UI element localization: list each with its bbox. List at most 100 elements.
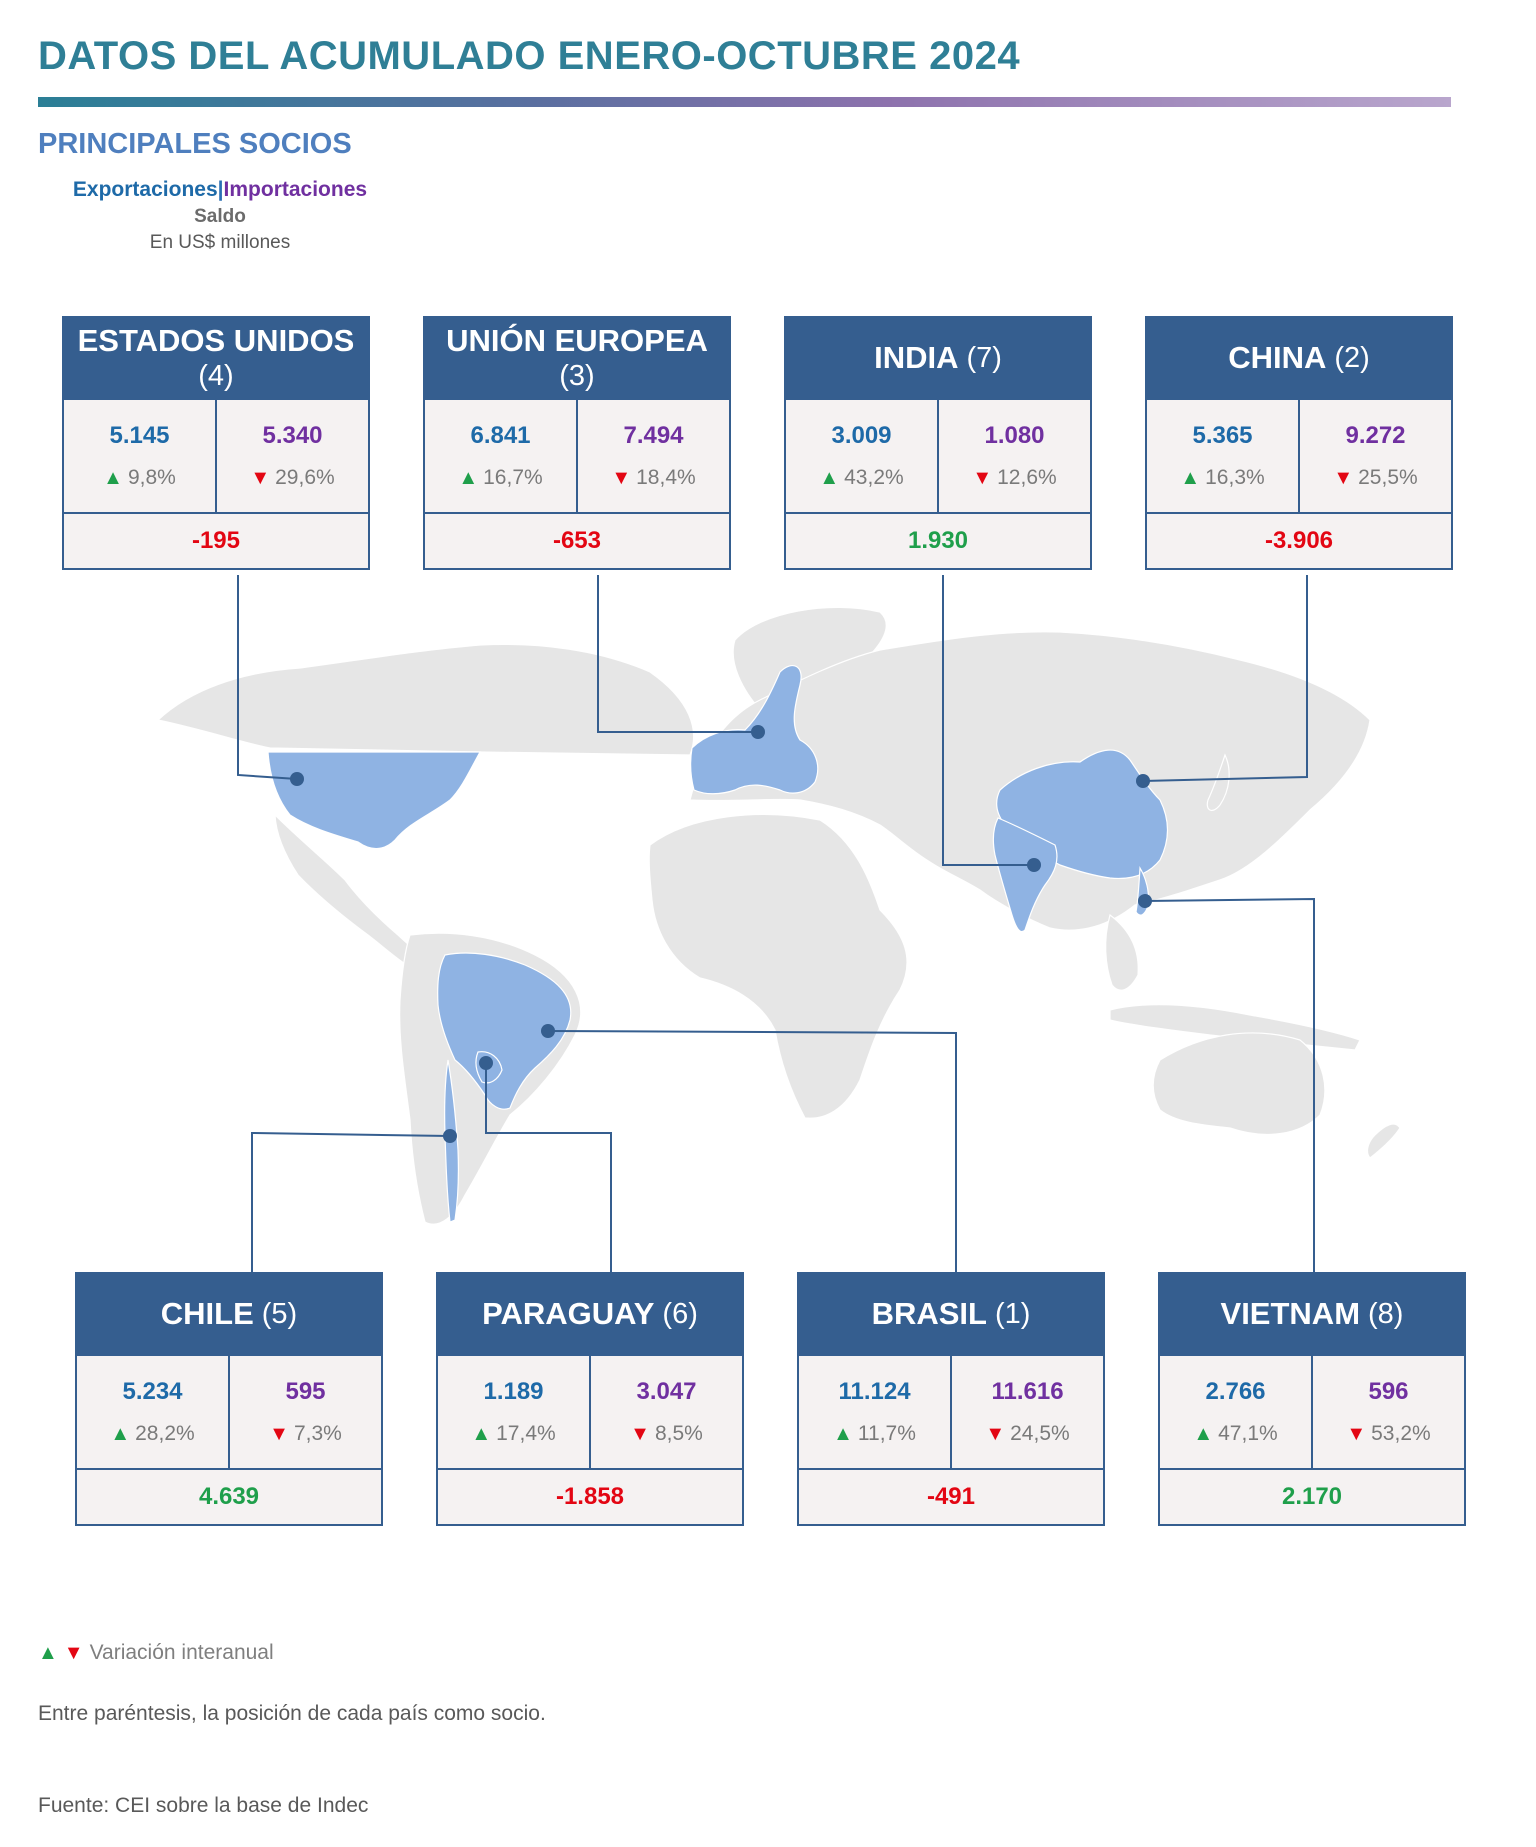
source-note: Fuente: CEI sobre la base de Indec: [38, 1794, 369, 1817]
marker-estados-unidos: [290, 772, 304, 786]
partner-name: CHILE: [160, 1296, 254, 1332]
arrow-up-icon: ▲: [458, 466, 479, 489]
balance-value: -491: [926, 1483, 976, 1510]
arrow-up-icon: ▲: [110, 1422, 131, 1445]
card-header: PARAGUAY (6): [436, 1272, 744, 1356]
partner-name: BRASIL: [871, 1296, 987, 1332]
connector-chile: [251, 1131, 451, 1275]
partner-rank: (3): [559, 360, 595, 393]
arrow-up-icon: ▲: [103, 466, 123, 489]
partner-rank: (8): [1368, 1297, 1404, 1330]
marker-vietnam: [1138, 894, 1152, 908]
partner-card-estados-unidos: ESTADOS UNIDOS (4) 5.145 ▲ 9,8% 5.340 ▼ 29…: [62, 316, 370, 570]
section-subtitle: PRINCIPALES SOCIOS: [38, 128, 352, 160]
arrow-up-icon: ▲: [1180, 466, 1201, 489]
exports-value: 6.841: [470, 422, 531, 449]
balance-value: 2.170: [1281, 1483, 1343, 1510]
partner-rank: (4): [198, 360, 234, 393]
partner-rank: (2): [1334, 341, 1370, 374]
imports-value: 595: [285, 1378, 326, 1405]
imports-variation: 24,5%: [1010, 1422, 1070, 1445]
page-title: DATOS DEL ACUMULADO ENERO-OCTUBRE 2024: [38, 34, 1021, 78]
marker-union-europea: [751, 725, 765, 739]
connector-estados-unidos: [237, 575, 298, 780]
partner-card-paraguay: PARAGUAY (6) 1.189 ▲ 17,4% 3.047 ▼ 8,5% -1…: [436, 1272, 744, 1526]
usa-shape: [267, 751, 482, 850]
connector-china: [1142, 575, 1308, 782]
exports-value: 5.145: [109, 422, 170, 449]
imports-variation: 18,4%: [636, 466, 696, 489]
arrow-down-icon: ▼: [972, 466, 993, 489]
imports-value: 1.080: [984, 422, 1045, 449]
exports-variation: 43,2%: [844, 466, 904, 489]
connector-india: [942, 575, 1034, 866]
partner-name: UNIÓN EUROPEA: [446, 323, 708, 358]
arrow-down-icon: ▼: [611, 466, 632, 489]
arrow-up-icon: ▲: [833, 1422, 853, 1445]
imports-value: 3.047: [636, 1378, 697, 1405]
balance-value: 1.930: [907, 527, 969, 554]
partner-name: PARAGUAY: [482, 1296, 655, 1332]
balance-value: -653: [552, 527, 602, 554]
arrow-up-icon: ▲: [819, 466, 840, 489]
arrow-up-icon: ▲: [38, 1641, 58, 1664]
partner-card-china: CHINA (2) 5.365 ▲ 16,3% 9.272 ▼ 25,5% -3.9…: [1145, 316, 1453, 570]
arrow-down-icon: ▼: [269, 1422, 289, 1445]
position-note: Entre paréntesis, la posición de cada pa…: [38, 1702, 546, 1725]
partner-rank: (1): [994, 1297, 1031, 1330]
exports-variation: 9,8%: [127, 466, 176, 489]
new-zealand-shape: [1366, 1123, 1401, 1159]
arrow-down-icon: ▼: [250, 466, 271, 489]
imports-variation: 29,6%: [275, 466, 335, 489]
imports-value: 11.616: [991, 1378, 1064, 1405]
marker-chile: [443, 1129, 457, 1143]
marker-brasil: [541, 1024, 555, 1038]
exports-value: 5.234: [122, 1378, 183, 1405]
partner-name: VIETNAM: [1220, 1296, 1361, 1332]
exports-variation: 17,4%: [496, 1422, 556, 1445]
card-header: UNIÓN EUROPEA (3): [423, 316, 731, 400]
exports-value: 1.189: [483, 1378, 544, 1405]
marker-paraguay: [479, 1056, 493, 1070]
exports-value: 11.124: [838, 1378, 911, 1405]
australia-shape: [1152, 1032, 1326, 1136]
title-divider: [38, 97, 1451, 107]
exports-value: 2.766: [1205, 1378, 1266, 1405]
marker-india: [1027, 858, 1041, 872]
arrow-up-icon: ▲: [1193, 1422, 1214, 1445]
card-header: ESTADOS UNIDOS (4): [62, 316, 370, 400]
arrow-down-icon: ▼: [63, 1641, 84, 1664]
legend-unit: En US$ millones: [149, 232, 291, 253]
imports-variation: 8,5%: [654, 1422, 703, 1445]
marker-china: [1136, 774, 1150, 788]
imports-value: 9.272: [1345, 422, 1406, 449]
balance-value: 4.639: [198, 1483, 260, 1510]
card-header: BRASIL (1): [797, 1272, 1105, 1356]
exports-variation: 28,2%: [135, 1422, 195, 1445]
partner-rank: (7): [966, 341, 1002, 374]
partner-card-vietnam: VIETNAM (8) 2.766 ▲ 47,1% 596 ▼ 53,2% 2.17…: [1158, 1272, 1466, 1526]
balance-value: -1.858: [555, 1483, 625, 1510]
imports-value: 5.340: [262, 422, 323, 449]
arrow-down-icon: ▼: [1333, 466, 1354, 489]
variation-legend: ▲ ▼ Variación interanual: [38, 1641, 274, 1665]
africa-shape: [648, 813, 908, 1119]
southeast-asia-shape: [1105, 913, 1139, 991]
exports-variation: 11,7%: [857, 1422, 916, 1445]
balance-value: -195: [191, 527, 241, 554]
imports-variation: 53,2%: [1371, 1422, 1431, 1445]
variation-note: Variación interanual: [89, 1641, 274, 1664]
partner-name: INDIA: [874, 340, 959, 376]
imports-value: 596: [1368, 1378, 1409, 1405]
india-shape: [992, 817, 1058, 933]
exports-variation: 16,7%: [483, 466, 543, 489]
card-header: INDIA (7): [784, 316, 1092, 400]
connector-paraguay: [485, 1063, 612, 1275]
connector-union-europea: [597, 575, 758, 733]
arrow-up-icon: ▲: [471, 1422, 492, 1445]
card-header: CHINA (2): [1145, 316, 1453, 400]
legend-imports: Importaciones: [223, 178, 368, 201]
legend-balance: Saldo: [194, 206, 246, 227]
imports-value: 7.494: [623, 422, 684, 449]
